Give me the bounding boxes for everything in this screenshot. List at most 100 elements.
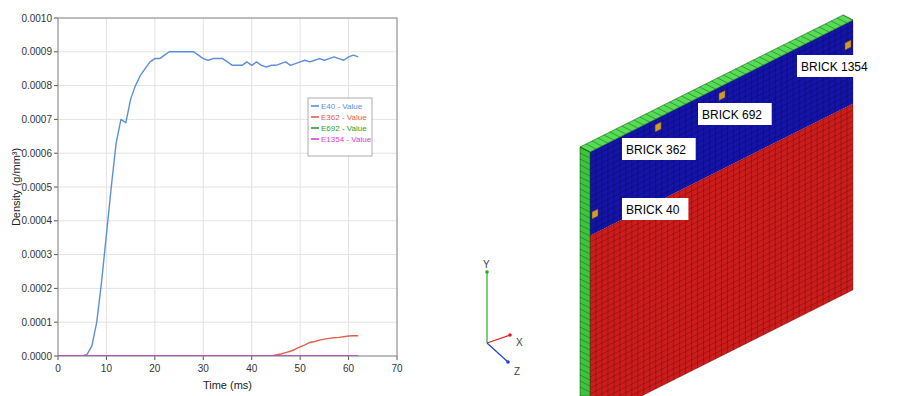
frame-line bbox=[658, 108, 668, 113]
frame-line bbox=[580, 351, 590, 356]
y-tick-label: 0.0002 bbox=[21, 283, 52, 294]
frame-line bbox=[580, 249, 590, 254]
frame-line bbox=[580, 225, 590, 230]
mesh-line bbox=[590, 127, 853, 259]
frame-line bbox=[777, 48, 787, 53]
frame-line bbox=[580, 369, 590, 374]
brick-marker bbox=[719, 90, 725, 100]
y-tick bbox=[54, 220, 58, 221]
y-tick-label: 0.0001 bbox=[21, 317, 52, 328]
mesh-line bbox=[590, 194, 853, 326]
mesh-line bbox=[590, 144, 853, 276]
triad-arrow-head bbox=[506, 360, 510, 364]
triad-arrow-head bbox=[508, 333, 512, 337]
x-tick-label: 70 bbox=[391, 363, 403, 374]
frame-line bbox=[580, 381, 590, 386]
y-grid-line bbox=[58, 187, 397, 188]
mesh-line bbox=[590, 71, 853, 203]
frame-line bbox=[801, 36, 811, 41]
y-tick-label: 0.0010 bbox=[21, 13, 52, 24]
x-tick bbox=[58, 356, 59, 360]
y-tick bbox=[54, 119, 58, 120]
frame-line bbox=[580, 315, 590, 320]
frame-line bbox=[580, 291, 590, 296]
y-tick-label: 0.0007 bbox=[21, 114, 52, 125]
y-tick-label: 0.0005 bbox=[21, 182, 52, 193]
frame-line bbox=[634, 120, 644, 125]
y-grid-line bbox=[58, 85, 397, 86]
frame-line bbox=[753, 60, 763, 65]
series-group bbox=[58, 52, 358, 356]
x-tick bbox=[203, 356, 204, 360]
frame-line bbox=[580, 183, 590, 188]
frame-line bbox=[712, 81, 722, 86]
y-tick-label: 0.0000 bbox=[21, 351, 52, 362]
frame-line bbox=[580, 303, 590, 308]
frame-line bbox=[771, 51, 781, 56]
brick-label: BRICK 362 bbox=[626, 143, 686, 157]
frame-line bbox=[622, 126, 632, 131]
frame-line bbox=[580, 333, 590, 338]
x-axis-label: Time (ms) bbox=[203, 379, 252, 391]
y-tick-label: 0.0003 bbox=[21, 249, 52, 260]
x-tick bbox=[348, 356, 349, 360]
y-tick bbox=[54, 153, 58, 154]
y-tick-label: 0.0006 bbox=[21, 148, 52, 159]
brick-label-box bbox=[797, 55, 878, 77]
mesh-line bbox=[590, 110, 853, 242]
y-tick-label: 0.0009 bbox=[21, 46, 52, 57]
legend-swatch bbox=[311, 138, 319, 140]
frame-line bbox=[580, 375, 590, 380]
frame-line bbox=[586, 144, 596, 149]
triad-label: X bbox=[516, 337, 523, 348]
mesh-line bbox=[590, 245, 853, 377]
frame-line bbox=[580, 237, 590, 242]
grid bbox=[58, 18, 397, 356]
series-line bbox=[58, 336, 358, 356]
mesh-line bbox=[590, 256, 853, 388]
frame-line bbox=[580, 147, 590, 152]
frame-line bbox=[723, 75, 733, 80]
frame-line bbox=[580, 387, 590, 392]
x-tick bbox=[397, 356, 398, 360]
frame-line bbox=[843, 15, 853, 20]
series-line bbox=[58, 355, 358, 356]
y-grid-line bbox=[58, 254, 397, 255]
x-tick bbox=[300, 356, 301, 360]
y-tick-label: 0.0008 bbox=[21, 80, 52, 91]
frame-line bbox=[795, 39, 805, 44]
frame-line bbox=[598, 138, 608, 143]
frame-line bbox=[580, 189, 590, 194]
y-tick bbox=[54, 356, 58, 357]
figure: 0102030405060700.00000.00010.00020.00030… bbox=[0, 0, 900, 396]
frame-line bbox=[580, 339, 590, 344]
line-chart: 0102030405060700.00000.00010.00020.00030… bbox=[10, 13, 403, 392]
mesh-line bbox=[590, 149, 853, 281]
mesh-line bbox=[590, 262, 853, 394]
brick-marker bbox=[592, 209, 598, 219]
mesh-line bbox=[590, 268, 853, 396]
mesh-line bbox=[601, 146, 602, 396]
frame-line bbox=[580, 255, 590, 260]
frame-line bbox=[628, 123, 638, 128]
legend-box bbox=[308, 98, 372, 156]
frame-line bbox=[580, 243, 590, 248]
mesh-model: BRICK 40BRICK 362BRICK 692BRICK 1354 bbox=[580, 15, 878, 396]
frame-line bbox=[580, 177, 590, 182]
y-grid-line bbox=[58, 51, 397, 52]
frame-line bbox=[819, 27, 829, 32]
triad-label: Z bbox=[514, 366, 520, 377]
y-tick bbox=[54, 288, 58, 289]
frame-line bbox=[825, 24, 835, 29]
x-tick-label: 10 bbox=[101, 363, 113, 374]
brick-label: BRICK 1354 bbox=[801, 60, 868, 74]
y-tick bbox=[54, 187, 58, 188]
frame-line bbox=[676, 99, 686, 104]
mesh-line bbox=[590, 116, 853, 248]
frame-line bbox=[580, 357, 590, 362]
mesh-line bbox=[590, 166, 853, 298]
frame-line bbox=[706, 84, 716, 89]
frame-line bbox=[735, 69, 745, 74]
brick-label: BRICK 692 bbox=[702, 108, 762, 122]
plot-area bbox=[58, 18, 397, 356]
